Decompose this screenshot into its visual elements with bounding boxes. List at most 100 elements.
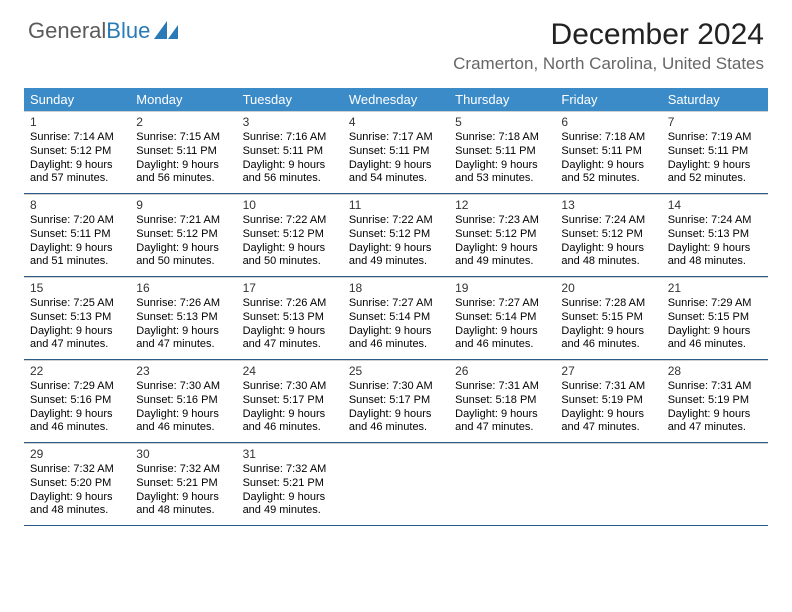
daylight-text: Daylight: 9 hours [30, 325, 124, 339]
day-number: 24 [243, 364, 337, 379]
sunset-text: Sunset: 5:11 PM [30, 228, 124, 242]
daylight-text: Daylight: 9 hours [243, 242, 337, 256]
daylight-text: Daylight: 9 hours [243, 491, 337, 505]
daylight-text: Daylight: 9 hours [349, 408, 443, 422]
week-row: 15Sunrise: 7:25 AMSunset: 5:13 PMDayligh… [24, 277, 768, 360]
day-number: 19 [455, 281, 549, 296]
day-cell: 20Sunrise: 7:28 AMSunset: 5:15 PMDayligh… [555, 277, 661, 359]
day-number: 26 [455, 364, 549, 379]
daylight-text: Daylight: 9 hours [349, 159, 443, 173]
empty-cell [555, 443, 661, 525]
daylight-text: Daylight: 9 hours [136, 491, 230, 505]
sunrise-text: Sunrise: 7:31 AM [561, 380, 655, 394]
daylight-text: and 56 minutes. [136, 172, 230, 186]
daylight-text: and 56 minutes. [243, 172, 337, 186]
daylight-text: and 47 minutes. [136, 338, 230, 352]
sunrise-text: Sunrise: 7:18 AM [455, 131, 549, 145]
day-cell: 21Sunrise: 7:29 AMSunset: 5:15 PMDayligh… [662, 277, 768, 359]
day-number: 29 [30, 447, 124, 462]
sunset-text: Sunset: 5:19 PM [561, 394, 655, 408]
sunrise-text: Sunrise: 7:30 AM [349, 380, 443, 394]
daylight-text: and 49 minutes. [243, 504, 337, 518]
sunrise-text: Sunrise: 7:26 AM [136, 297, 230, 311]
day-cell: 30Sunrise: 7:32 AMSunset: 5:21 PMDayligh… [130, 443, 236, 525]
day-cell: 29Sunrise: 7:32 AMSunset: 5:20 PMDayligh… [24, 443, 130, 525]
sunrise-text: Sunrise: 7:21 AM [136, 214, 230, 228]
daylight-text: and 53 minutes. [455, 172, 549, 186]
sunrise-text: Sunrise: 7:23 AM [455, 214, 549, 228]
sunset-text: Sunset: 5:14 PM [455, 311, 549, 325]
sunset-text: Sunset: 5:16 PM [136, 394, 230, 408]
sunrise-text: Sunrise: 7:22 AM [349, 214, 443, 228]
day-cell: 18Sunrise: 7:27 AMSunset: 5:14 PMDayligh… [343, 277, 449, 359]
daylight-text: and 47 minutes. [668, 421, 762, 435]
sunset-text: Sunset: 5:15 PM [668, 311, 762, 325]
day-cell: 19Sunrise: 7:27 AMSunset: 5:14 PMDayligh… [449, 277, 555, 359]
day-number: 12 [455, 198, 549, 213]
day-number: 11 [349, 198, 443, 213]
sunrise-text: Sunrise: 7:27 AM [455, 297, 549, 311]
daylight-text: Daylight: 9 hours [561, 408, 655, 422]
day-number: 7 [668, 115, 762, 130]
header: GeneralBlue December 2024 Cramerton, Nor… [0, 0, 792, 80]
day-header: Monday [130, 88, 236, 111]
week-row: 22Sunrise: 7:29 AMSunset: 5:16 PMDayligh… [24, 360, 768, 443]
calendar: Sunday Monday Tuesday Wednesday Thursday… [24, 88, 768, 526]
day-cell: 2Sunrise: 7:15 AMSunset: 5:11 PMDaylight… [130, 111, 236, 193]
daylight-text: and 46 minutes. [349, 421, 443, 435]
day-header: Saturday [662, 88, 768, 111]
day-cell: 5Sunrise: 7:18 AMSunset: 5:11 PMDaylight… [449, 111, 555, 193]
sunrise-text: Sunrise: 7:30 AM [136, 380, 230, 394]
daylight-text: and 46 minutes. [668, 338, 762, 352]
day-number: 13 [561, 198, 655, 213]
day-cell: 17Sunrise: 7:26 AMSunset: 5:13 PMDayligh… [237, 277, 343, 359]
sunrise-text: Sunrise: 7:32 AM [243, 463, 337, 477]
daylight-text: and 48 minutes. [668, 255, 762, 269]
daylight-text: Daylight: 9 hours [30, 408, 124, 422]
daylight-text: Daylight: 9 hours [455, 408, 549, 422]
day-number: 3 [243, 115, 337, 130]
daylight-text: Daylight: 9 hours [561, 159, 655, 173]
daylight-text: Daylight: 9 hours [136, 242, 230, 256]
day-cell: 9Sunrise: 7:21 AMSunset: 5:12 PMDaylight… [130, 194, 236, 276]
daylight-text: and 51 minutes. [30, 255, 124, 269]
daylight-text: Daylight: 9 hours [30, 242, 124, 256]
day-cell: 14Sunrise: 7:24 AMSunset: 5:13 PMDayligh… [662, 194, 768, 276]
empty-cell [662, 443, 768, 525]
sunrise-text: Sunrise: 7:32 AM [136, 463, 230, 477]
day-number: 25 [349, 364, 443, 379]
day-cell: 10Sunrise: 7:22 AMSunset: 5:12 PMDayligh… [237, 194, 343, 276]
sunset-text: Sunset: 5:11 PM [561, 145, 655, 159]
day-header: Friday [555, 88, 661, 111]
daylight-text: and 47 minutes. [30, 338, 124, 352]
day-number: 2 [136, 115, 230, 130]
daylight-text: and 46 minutes. [243, 421, 337, 435]
day-number: 1 [30, 115, 124, 130]
day-header: Thursday [449, 88, 555, 111]
sunset-text: Sunset: 5:11 PM [455, 145, 549, 159]
daylight-text: Daylight: 9 hours [30, 159, 124, 173]
day-cell: 25Sunrise: 7:30 AMSunset: 5:17 PMDayligh… [343, 360, 449, 442]
logo-text-2: Blue [106, 18, 150, 44]
sunset-text: Sunset: 5:11 PM [668, 145, 762, 159]
daylight-text: Daylight: 9 hours [136, 159, 230, 173]
daylight-text: and 57 minutes. [30, 172, 124, 186]
daylight-text: Daylight: 9 hours [668, 159, 762, 173]
sunrise-text: Sunrise: 7:26 AM [243, 297, 337, 311]
sunrise-text: Sunrise: 7:20 AM [30, 214, 124, 228]
day-number: 20 [561, 281, 655, 296]
day-number: 9 [136, 198, 230, 213]
daylight-text: Daylight: 9 hours [349, 325, 443, 339]
sunset-text: Sunset: 5:13 PM [243, 311, 337, 325]
sunrise-text: Sunrise: 7:28 AM [561, 297, 655, 311]
daylight-text: and 49 minutes. [455, 255, 549, 269]
location: Cramerton, North Carolina, United States [453, 54, 764, 74]
sunrise-text: Sunrise: 7:31 AM [455, 380, 549, 394]
day-number: 6 [561, 115, 655, 130]
daylight-text: Daylight: 9 hours [243, 159, 337, 173]
week-row: 1Sunrise: 7:14 AMSunset: 5:12 PMDaylight… [24, 111, 768, 194]
sunset-text: Sunset: 5:13 PM [30, 311, 124, 325]
day-cell: 28Sunrise: 7:31 AMSunset: 5:19 PMDayligh… [662, 360, 768, 442]
daylight-text: and 48 minutes. [136, 504, 230, 518]
sunset-text: Sunset: 5:21 PM [136, 477, 230, 491]
